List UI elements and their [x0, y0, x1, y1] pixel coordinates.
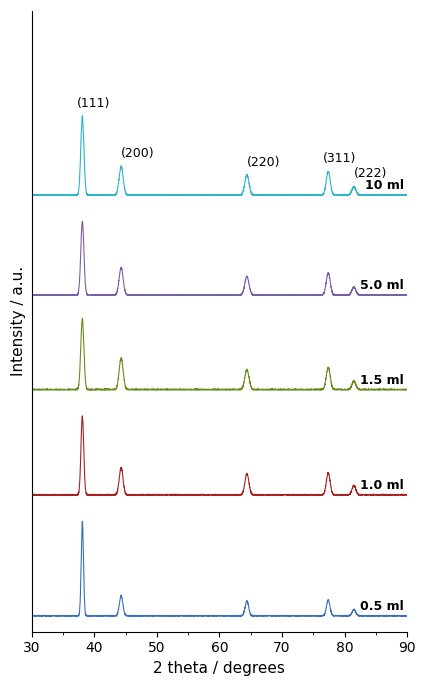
Text: (111): (111) — [77, 97, 110, 110]
Text: 1.5 ml: 1.5 ml — [360, 374, 403, 387]
X-axis label: 2 theta / degrees: 2 theta / degrees — [153, 661, 285, 676]
Text: (311): (311) — [322, 153, 355, 165]
Text: 0.5 ml: 0.5 ml — [360, 600, 403, 613]
Text: (200): (200) — [121, 147, 154, 160]
Text: 5.0 ml: 5.0 ml — [360, 279, 403, 292]
Text: 10 ml: 10 ml — [364, 179, 403, 192]
Text: (220): (220) — [246, 156, 280, 169]
Text: 1.0 ml: 1.0 ml — [360, 479, 403, 492]
Text: (222): (222) — [353, 168, 386, 181]
Y-axis label: Intensity / a.u.: Intensity / a.u. — [11, 267, 26, 376]
